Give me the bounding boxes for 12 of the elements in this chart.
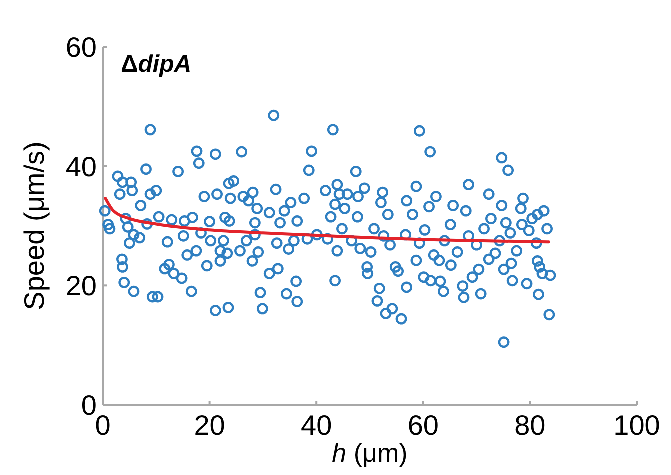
y-axis-title: Speed (μm/s) [19, 142, 50, 310]
x-tick-label: 40 [301, 410, 332, 441]
y-tick-label: 60 [66, 32, 97, 63]
y-tick-label: 0 [81, 390, 97, 421]
x-tick-label: 100 [614, 410, 660, 441]
x-tick-label: 20 [194, 410, 226, 441]
x-axis-title: h (μm) [332, 438, 408, 468]
y-tick-label: 40 [66, 151, 97, 182]
chart-title: ΔdipA [121, 51, 192, 78]
y-tick-label: 20 [66, 270, 97, 302]
x-tick-label: 80 [514, 410, 546, 441]
x-tick-label: 60 [408, 410, 439, 441]
